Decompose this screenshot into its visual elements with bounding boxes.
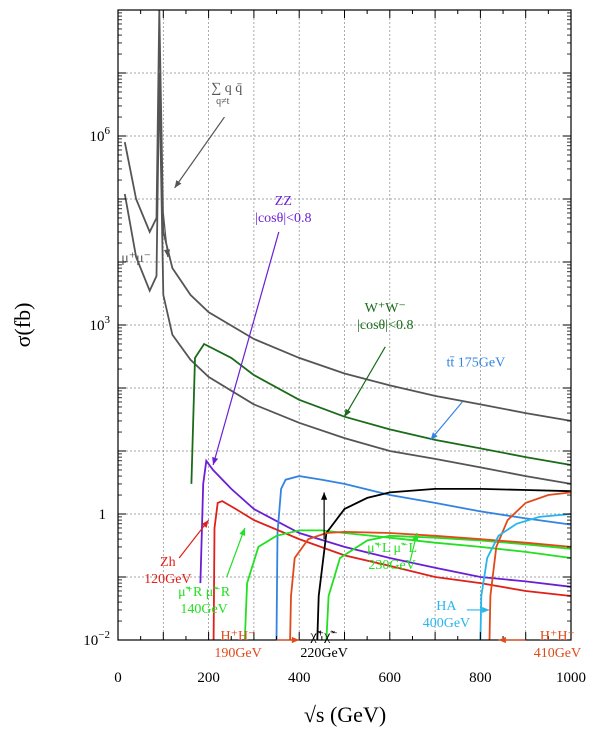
- annotation-line2: 400GeV: [423, 616, 470, 631]
- y-tick-label: 1: [99, 507, 107, 523]
- annotation-arrow: [430, 401, 463, 441]
- series-line-9: [316, 488, 572, 641]
- annotation-label: HA: [436, 599, 457, 614]
- series-line-5: [275, 475, 572, 641]
- series-line-11: [488, 491, 572, 641]
- annotation-2: μ⁺μ⁻: [121, 212, 171, 266]
- x-tick-label: 0: [114, 670, 122, 686]
- series-line-2: [123, 9, 572, 422]
- x-tick-label: 400: [288, 670, 311, 686]
- annotation-12: HA 400GeV: [423, 599, 490, 631]
- annotation-line2: 120GeV: [144, 572, 191, 587]
- annotation-line2: 140GeV: [180, 602, 227, 617]
- annotation-6: Zh 120GeV: [144, 519, 210, 587]
- annotation-label: ZZ: [275, 194, 292, 209]
- annotation-7: μ̃⁺R μ̃⁻R 140GeV: [178, 527, 246, 617]
- annotation-3: ZZ |cosθ|<0.8: [212, 194, 312, 466]
- annotation-line2: |cosθ|<0.8: [255, 211, 311, 226]
- annotation-arrowhead: [344, 408, 351, 417]
- annotation-arrow: [178, 519, 210, 559]
- series-line-4: [199, 458, 572, 588]
- annotation-arrowhead: [174, 180, 182, 188]
- x-tick-label: 800: [469, 670, 492, 686]
- y-tick-label: 10−2: [83, 629, 110, 649]
- series-line-6: [212, 500, 572, 641]
- series-line-12: [479, 513, 572, 641]
- annotation-11: H⁺H⁻ 410GeV: [498, 629, 581, 661]
- annotation-arrow: [174, 116, 225, 189]
- x-axis-title: √s (GeV): [304, 702, 386, 727]
- annotation-line2: 230GeV: [368, 558, 415, 573]
- annotation-label: μ̃⁺L μ̃⁻L: [367, 541, 417, 556]
- annotation-label: Zh: [160, 555, 176, 570]
- annotation-line2: 220GeV: [300, 646, 347, 661]
- annotation-arrow: [212, 231, 280, 466]
- y-axis-title: σ(fb): [10, 303, 35, 348]
- y-tick-label: 103: [90, 314, 111, 334]
- y-tick-label: 106: [90, 125, 111, 145]
- annotation-label: μ⁺μ⁻: [121, 251, 151, 266]
- annotation-label: W⁺W⁻: [365, 301, 406, 316]
- annotation-label: H⁺H⁻: [540, 629, 575, 644]
- annotation-9: χ̃⁺χ̃⁻ 220GeV: [300, 492, 348, 661]
- series-line-1: [123, 72, 572, 485]
- annotation-arrowhead: [498, 636, 506, 644]
- x-tick-label: 200: [197, 670, 220, 686]
- annotation-arrowhead: [412, 532, 419, 541]
- plot-frame: [117, 9, 572, 641]
- annotation-label: χ̃⁺χ̃⁻: [310, 629, 338, 644]
- annotation-line2: 190GeV: [214, 646, 261, 661]
- annotation-arrowhead: [291, 636, 300, 644]
- annotation-5: tt̄ 175GeV: [430, 355, 506, 441]
- x-tick-label: 1000: [556, 670, 586, 686]
- annotation-1: ∑ q q̄q≠t: [174, 81, 242, 189]
- annotation-arrowhead: [430, 432, 438, 440]
- annotation-arrow: [162, 212, 169, 258]
- annotation-label: tt̄ 175GeV: [447, 355, 506, 370]
- annotation-arrowhead: [201, 520, 209, 528]
- series-line-8: [325, 534, 572, 641]
- x-tick-label: 600: [379, 670, 402, 686]
- annotation-sub: q≠t: [216, 96, 229, 107]
- annotation-line2: |cosθ|<0.8: [357, 318, 413, 333]
- annotation-4: W⁺W⁻ |cosθ|<0.8: [343, 301, 413, 418]
- annotation-arrowhead: [212, 457, 219, 465]
- annotation-label: ∑ q q̄: [211, 81, 242, 96]
- series-group: [123, 9, 572, 641]
- annotations: ∑ q q̄q≠t μ⁺μ⁻ ZZ |cosθ|<0.8 W⁺W⁻ |cosθ|<0.8 t…: [121, 81, 581, 661]
- annotation-10: H⁺H⁻ 190GeV: [214, 629, 300, 661]
- annotation-label: μ̃⁺R μ̃⁻R: [178, 585, 231, 600]
- annotation-arrowhead: [163, 249, 171, 258]
- annotation-arrowhead: [482, 606, 490, 614]
- annotation-label: H⁺H⁻: [221, 629, 256, 644]
- annotation-8: μ̃⁺L μ̃⁻L 230GeV: [367, 532, 419, 573]
- annotation-arrowhead: [239, 527, 246, 536]
- annotation-line2: 410GeV: [534, 646, 581, 661]
- annotation-arrow: [226, 527, 246, 578]
- annotation-arrowhead: [320, 492, 328, 500]
- ticks: 0 200 400 600 800 1000 10−2 1 103 106: [83, 10, 586, 686]
- annotation-arrow: [343, 346, 386, 418]
- series-line-3: [190, 342, 572, 484]
